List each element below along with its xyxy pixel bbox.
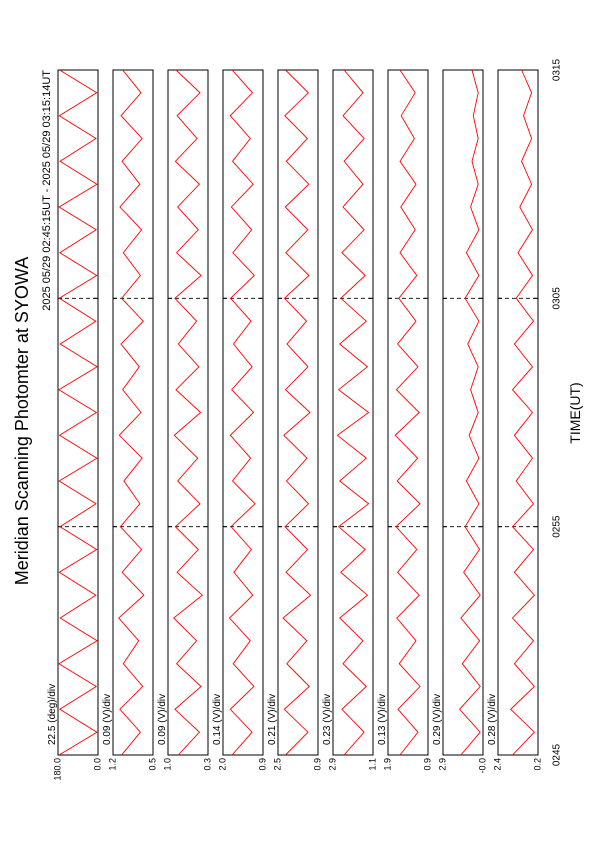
scale-label: 0.09 (V)/div xyxy=(157,694,168,745)
y-tick-label: 1.2 xyxy=(107,758,117,771)
panel-frame xyxy=(442,69,484,756)
panel-frame xyxy=(167,69,209,756)
y-tick-label: 0.9 xyxy=(422,758,432,771)
scale-label: 0.21 (V)/div xyxy=(267,694,278,745)
scale-label: 0.29 (V)/div xyxy=(432,694,443,745)
y-tick-label: 2.9 xyxy=(437,758,447,771)
y-tick-label: 2.9 xyxy=(327,758,337,771)
x-tick-label: 0315 xyxy=(552,58,563,81)
y-tick-label: 2.0 xyxy=(217,758,227,771)
data-line xyxy=(336,69,370,756)
panel-frame xyxy=(332,69,374,756)
panel-frame xyxy=(387,69,429,756)
y-tick-label: 1.9 xyxy=(382,758,392,771)
scale-label: 0.14 (V)/div xyxy=(212,694,223,745)
data-line xyxy=(282,69,312,756)
y-tick-label: 0.9 xyxy=(257,758,267,771)
data-line xyxy=(510,69,536,756)
data-line xyxy=(394,69,421,756)
y-tick-label: -0.0 xyxy=(477,758,487,774)
panel-frame xyxy=(57,69,99,756)
subtitle: 2025 05/29 02:45:15UT - 2025 05/29 03:15… xyxy=(41,70,53,311)
y-tick-label: 0.9 xyxy=(312,758,322,771)
x-axis-label: TIME(UT) xyxy=(567,382,583,443)
panel-frame xyxy=(222,69,264,756)
panel-frame xyxy=(497,69,539,756)
scale-label: 0.23 (V)/div xyxy=(322,694,333,745)
y-tick-label: 0.3 xyxy=(202,758,212,771)
x-tick-label: 0305 xyxy=(552,287,563,310)
y-tick-label: 1.0 xyxy=(162,758,172,771)
panel-frame xyxy=(277,69,319,756)
y-tick-label: 2.4 xyxy=(492,758,502,771)
y-tick-label: 2.5 xyxy=(272,758,282,771)
y-tick-label: 0.0 xyxy=(92,758,102,771)
scale-label: 0.09 (V)/div xyxy=(102,694,113,745)
x-tick-label: 0245 xyxy=(552,743,563,766)
y-tick-label: 0.5 xyxy=(147,758,157,771)
data-line xyxy=(118,69,145,756)
scale-label: 22.5 (deg)/div xyxy=(47,684,58,745)
x-tick-label: 0255 xyxy=(552,515,563,538)
data-line xyxy=(228,69,256,756)
data-line xyxy=(58,69,98,756)
data-line xyxy=(173,69,203,756)
data-line xyxy=(458,69,481,756)
y-tick-label: 180.0 xyxy=(52,758,62,781)
scale-label: 0.28 (V)/div xyxy=(487,694,498,745)
chart-title: Meridian Scanning Photomter at SYOWA xyxy=(12,257,32,585)
scale-label: 0.13 (V)/div xyxy=(377,694,388,745)
y-tick-label: 1.1 xyxy=(367,758,377,771)
y-tick-label: 0.2 xyxy=(532,758,542,771)
panel-frame xyxy=(112,69,154,756)
